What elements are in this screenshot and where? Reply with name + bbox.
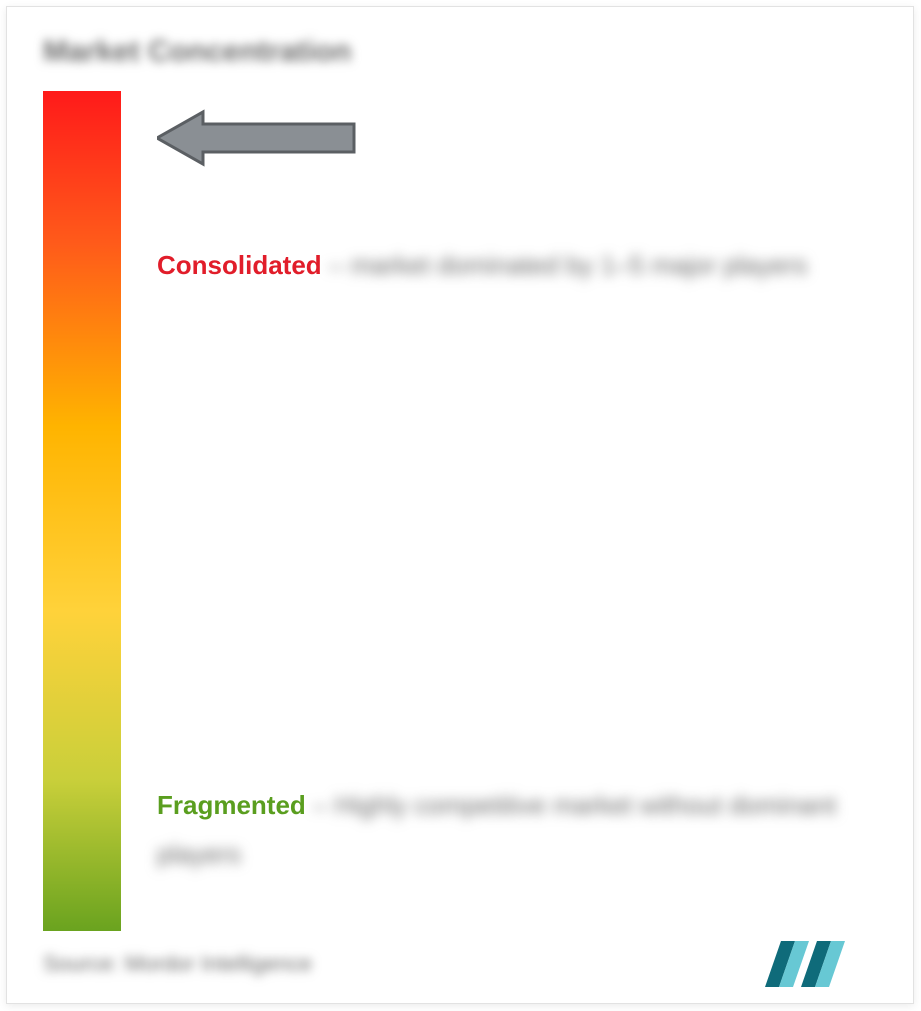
consolidated-description: Consolidated – market dominated by 1–5 m… bbox=[157, 241, 857, 290]
brand-logo-icon bbox=[763, 937, 859, 989]
fragmented-label: Fragmented bbox=[157, 790, 306, 820]
consolidated-label: Consolidated bbox=[157, 250, 322, 280]
right-column: Consolidated – market dominated by 1–5 m… bbox=[157, 91, 877, 931]
fragmented-description: Fragmented – Highly competitive market w… bbox=[157, 781, 857, 880]
content-row: Consolidated – market dominated by 1–5 m… bbox=[43, 91, 877, 931]
concentration-gradient-bar bbox=[43, 91, 121, 931]
consolidated-text: – market dominated by 1–5 major players bbox=[329, 250, 807, 280]
position-arrow bbox=[157, 109, 357, 167]
chart-title: Market Concentration bbox=[43, 35, 877, 69]
infographic-card: Market Concentration Consolidated – mark… bbox=[6, 6, 914, 1004]
source-attribution: Source: Mordor Intelligence bbox=[43, 951, 312, 977]
